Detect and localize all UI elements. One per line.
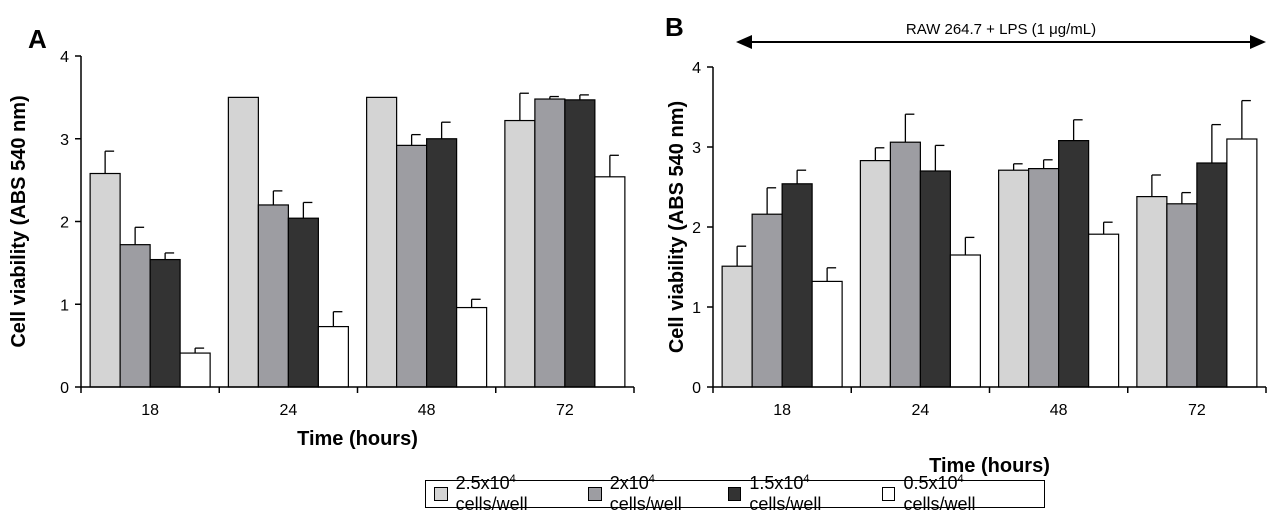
legend-label-suffix: cells/well bbox=[903, 494, 976, 514]
legend-item: 1.5x104 cells/well bbox=[727, 473, 882, 515]
bar bbox=[721, 265, 753, 388]
y-tick-label: 3 bbox=[60, 132, 69, 149]
bar bbox=[426, 138, 458, 388]
bar bbox=[594, 176, 626, 388]
y-tick-label: 2 bbox=[60, 215, 69, 232]
bar bbox=[149, 258, 181, 388]
panel-label: A bbox=[28, 24, 47, 54]
bar bbox=[811, 280, 843, 388]
x-tick-label: 48 bbox=[1050, 402, 1068, 419]
bar bbox=[456, 306, 488, 388]
bar bbox=[1196, 162, 1228, 388]
legend-label-suffix: cells/well bbox=[749, 494, 822, 514]
legend-label-exp: 4 bbox=[648, 473, 655, 485]
bar bbox=[998, 169, 1030, 388]
bar bbox=[1136, 196, 1168, 388]
bar bbox=[781, 183, 813, 388]
chart-panel-a: A 0 1 2 3 4 18 24 48 72 Time (hours) Cell viability… bbox=[8, 24, 635, 450]
x-tick-label: 48 bbox=[418, 402, 436, 419]
bar bbox=[859, 160, 891, 388]
bar bbox=[179, 352, 211, 388]
bar bbox=[1088, 233, 1120, 388]
legend-label-suffix: cells/well bbox=[455, 494, 528, 514]
panel-label: B bbox=[665, 12, 684, 42]
bar bbox=[1226, 138, 1258, 388]
legend-label-exp: 4 bbox=[509, 473, 516, 485]
y-tick-label: 4 bbox=[692, 60, 701, 77]
legend-label-exp: 4 bbox=[803, 473, 810, 485]
x-tick-label: 72 bbox=[1188, 402, 1206, 419]
chart-panel-b: B 0 1 2 3 4 18 24 48 72 Time (hours) Cell viability… bbox=[665, 12, 1267, 477]
x-axis-label: Time (hours) bbox=[929, 455, 1050, 477]
bar bbox=[564, 99, 596, 388]
arrow-left-head bbox=[736, 35, 752, 49]
bar bbox=[949, 254, 981, 388]
x-tick-label: 72 bbox=[556, 402, 574, 419]
legend-label-exp: 4 bbox=[957, 473, 964, 485]
bar bbox=[89, 172, 121, 388]
x-tick-label: 18 bbox=[773, 402, 791, 419]
bar bbox=[1058, 140, 1090, 388]
legend: 2.5x104 cells/well 2x104 cells/well 1.5x… bbox=[425, 473, 1045, 514]
legend-label-base: 2x10 bbox=[609, 473, 649, 493]
legend-item: 2.5x104 cells/well bbox=[434, 473, 588, 515]
x-tick-label: 24 bbox=[279, 402, 297, 419]
bar bbox=[1166, 203, 1198, 388]
legend-item: 2x104 cells/well bbox=[588, 473, 728, 515]
y-tick-label: 4 bbox=[60, 49, 69, 66]
bar bbox=[119, 244, 151, 388]
y-tick-label: 0 bbox=[60, 380, 69, 397]
y-tick-label: 1 bbox=[60, 297, 69, 314]
bar bbox=[366, 96, 398, 388]
bar bbox=[534, 98, 566, 388]
legend-label-base: 1.5x10 bbox=[749, 473, 804, 493]
bar bbox=[257, 204, 289, 388]
x-tick-label: 24 bbox=[911, 402, 929, 419]
bar bbox=[287, 217, 319, 388]
annotation-text: RAW 264.7 + LPS (1 μg/mL) bbox=[906, 21, 1096, 38]
y-tick-label: 3 bbox=[692, 140, 701, 157]
arrow-right-head bbox=[1250, 35, 1266, 49]
legend-label-base: 0.5x10 bbox=[903, 473, 958, 493]
legend-item: 0.5x104 cells/well bbox=[881, 473, 1036, 515]
y-tick-label: 2 bbox=[692, 220, 701, 237]
legend-swatch bbox=[881, 487, 896, 501]
y-tick-label: 1 bbox=[692, 300, 701, 317]
legend-label-suffix: cells/well bbox=[609, 494, 682, 514]
bar bbox=[504, 119, 536, 388]
x-axis-label: Time (hours) bbox=[297, 428, 418, 450]
bar bbox=[227, 96, 259, 388]
x-tick-label: 18 bbox=[141, 402, 159, 419]
bar bbox=[317, 325, 349, 388]
legend-swatch bbox=[727, 487, 742, 501]
bar bbox=[889, 141, 921, 388]
bar bbox=[1028, 168, 1060, 388]
bar bbox=[751, 213, 783, 388]
legend-label-base: 2.5x10 bbox=[455, 473, 510, 493]
y-axis-label: Cell viability (ABS 540 nm) bbox=[666, 101, 688, 353]
legend-swatch bbox=[434, 487, 448, 501]
y-axis-label: Cell viability (ABS 540 nm) bbox=[8, 95, 30, 347]
legend-swatch bbox=[588, 487, 602, 501]
bar bbox=[396, 144, 428, 388]
y-tick-label: 0 bbox=[692, 380, 701, 397]
bar bbox=[919, 170, 951, 388]
